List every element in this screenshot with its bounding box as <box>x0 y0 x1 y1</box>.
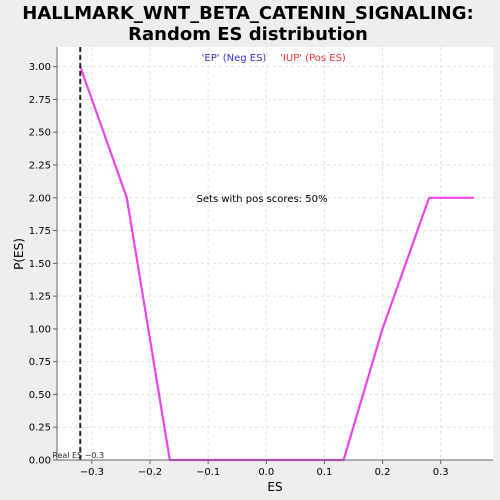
x-tick-label: −0.2 <box>138 467 162 478</box>
y-tick-label: 3.00 <box>29 62 51 73</box>
real-es-label: Real ES −0.3 <box>52 451 104 460</box>
chart-title-line-2: Random ES distribution <box>128 24 368 45</box>
x-tick-label: 0.1 <box>316 467 332 478</box>
legend-neg-es: 'EP' (Neg ES) <box>202 53 267 64</box>
y-tick-label: 2.50 <box>29 128 51 139</box>
chart-title-line-1: HALLMARK_WNT_BETA_CATENIN_SIGNALING: <box>22 3 473 24</box>
y-tick-label: 1.75 <box>29 226 51 237</box>
y-tick-label: 2.00 <box>29 193 51 204</box>
y-tick-label: 2.25 <box>29 161 51 172</box>
x-axis-label: ES <box>267 480 282 494</box>
x-tick-label: 0.2 <box>375 467 391 478</box>
plot-area <box>57 47 493 460</box>
legend-pos-es: 'IUP' (Pos ES) <box>280 53 346 64</box>
y-tick-label: 0.00 <box>29 456 51 467</box>
y-tick-label: 1.50 <box>29 259 51 270</box>
x-ticks: −0.3 −0.2 −0.1 0.0 0.1 0.2 0.3 <box>80 460 449 478</box>
y-tick-label: 0.50 <box>29 390 51 401</box>
x-tick-label: −0.3 <box>80 467 104 478</box>
grid-lines <box>57 47 493 461</box>
y-tick-label: 2.75 <box>29 95 51 106</box>
y-tick-label: 0.75 <box>29 357 51 368</box>
x-tick-label: −0.1 <box>196 467 220 478</box>
x-tick-label: 0.0 <box>258 467 274 478</box>
y-axis-label: P(ES) <box>12 238 26 270</box>
y-tick-label: 0.25 <box>29 423 51 434</box>
y-tick-label: 1.25 <box>29 292 51 303</box>
y-tick-label: 1.00 <box>29 324 51 335</box>
y-ticks: 0.00 0.25 0.50 0.75 1.00 1.25 1.50 1.75 2.00 2.25… <box>29 62 57 467</box>
x-tick-label: 0.3 <box>433 467 449 478</box>
pos-scores-annotation: Sets with pos scores: 50% <box>197 194 328 205</box>
